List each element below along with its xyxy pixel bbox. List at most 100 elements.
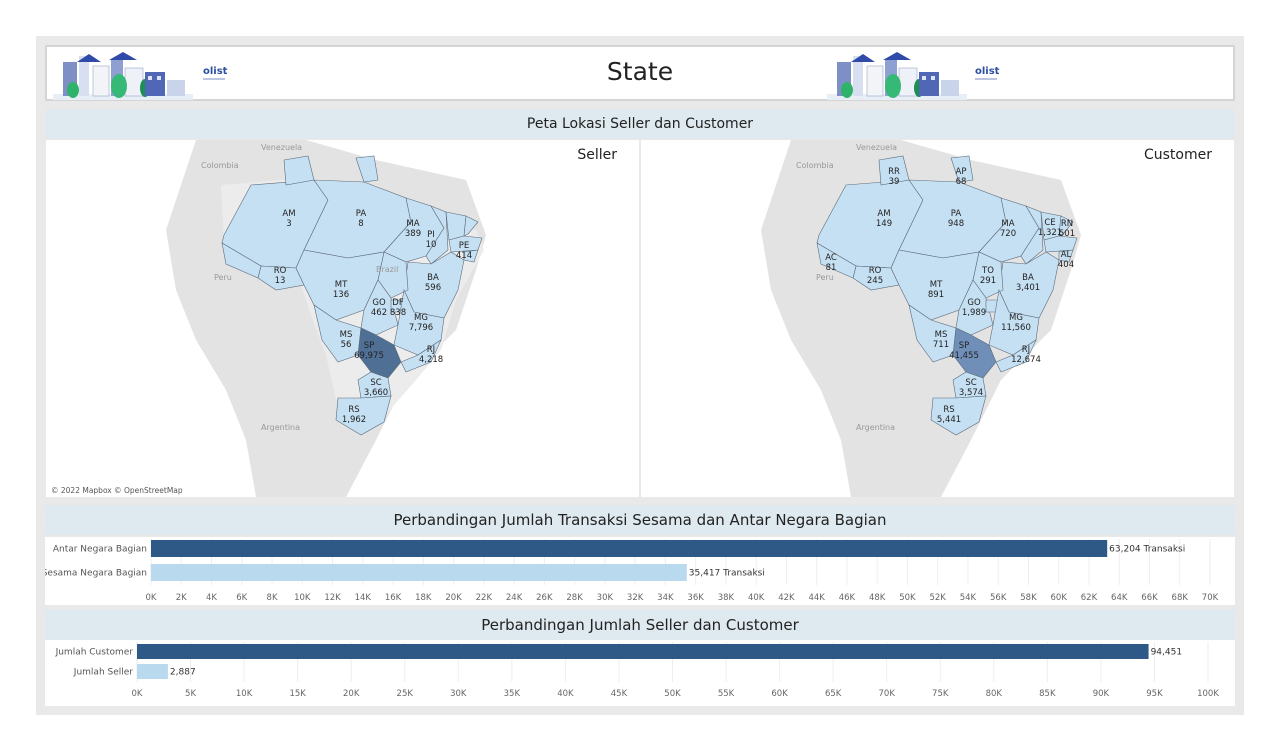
state-code-label: AL [1061,250,1072,260]
bar[interactable] [137,664,168,679]
x-tick-label: 70K [1202,593,1219,603]
x-tick-label: 56K [990,593,1007,603]
state-region-rn[interactable] [1058,215,1074,237]
state-value-label: 69,975 [354,351,384,361]
state-region-mt[interactable] [890,249,980,321]
x-tick-label: 40K [557,689,574,699]
state-region-pe[interactable] [1043,235,1078,253]
state-code-label: RN [1061,219,1073,229]
state-code-label: MG [1009,313,1023,323]
x-tick-label: 85K [1039,689,1056,699]
x-tick-label: 45K [611,689,628,699]
place-name-peru: Peru [214,273,232,282]
state-code-label: MT [335,280,348,290]
state-code-label: TO [981,266,994,276]
state-code-label: RJ [1022,345,1030,355]
transactions-section-title: Perbandingan Jumlah Transaksi Sesama dan… [45,505,1235,535]
x-tick-label: 50K [664,689,681,699]
state-region-mg[interactable] [393,288,445,356]
x-tick-label: 66K [1141,593,1158,603]
category-label: Sesama Negara Bagian [45,569,147,579]
x-tick-label: 70K [879,689,896,699]
state-region-rj[interactable] [995,339,1037,373]
state-value-label: 501 [1059,229,1075,239]
state-code-label: MS [935,330,948,340]
state-region-sc[interactable] [357,371,392,399]
state-value-label: 136 [333,290,349,300]
state-code-label: RS [348,405,359,415]
x-tick-label: 14K [355,593,372,603]
city-illustration-logo [53,52,193,100]
state-code-label: AP [956,167,967,177]
bar-value-label: 2,887 [170,668,196,678]
bar[interactable] [151,540,1108,557]
state-value-label: 838 [390,308,406,318]
state-code-label: PA [951,209,962,219]
state-region-mg[interactable] [988,288,1040,356]
state-region-rn[interactable] [463,215,479,237]
place-name-argentina: Argentina [856,423,895,432]
state-region-ap[interactable] [355,155,379,183]
state-code-label: PI [427,230,435,240]
customer-map[interactable]: RR 39 AP 68 AM 149 PA 948 MA 720 CE 1,321 RN 501 AC 81 A… [641,140,1234,497]
seller-map[interactable]: AM 3 PA 8 MA 389 PI 10 PE 414 RO 13 MT 136 BA 596 GO 462 D… [46,140,639,497]
place-name-colombia: Colombia [796,161,834,170]
state-region-mt[interactable] [295,249,385,321]
state-code-label: AM [282,209,295,219]
state-code-label: GO [372,298,386,308]
x-tick-label: 16K [385,593,402,603]
x-tick-label: 64K [1111,593,1128,603]
x-tick-label: 75K [932,689,949,699]
state-code-label: PE [459,241,470,251]
x-tick-label: 28K [566,593,583,603]
x-tick-label: 58K [1020,593,1037,603]
state-value-label: 149 [876,219,892,229]
place-name-venezuela: Venezuela [261,143,302,152]
state-value-label: 891 [928,290,944,300]
x-tick-label: 8K [267,593,278,603]
state-region-rr[interactable] [283,155,315,186]
map-attribution[interactable]: © 2022 Mapbox © OpenStreetMap [51,486,183,495]
state-region-al[interactable] [463,249,479,263]
x-tick-label: 30K [450,689,467,699]
x-tick-label: 50K [899,593,916,603]
state-region-ac[interactable] [816,242,857,279]
state-value-label: 720 [1000,229,1016,239]
state-region-rs[interactable] [930,395,987,436]
place-name-venezuela: Venezuela [856,143,897,152]
x-tick-label: 22K [476,593,493,603]
state-code-label: DF [392,298,404,308]
bar[interactable] [151,564,687,581]
state-value-label: 7,796 [409,323,433,333]
x-tick-label: 6K [236,593,247,603]
bar[interactable] [137,644,1149,659]
state-region-rr[interactable] [878,155,910,186]
x-tick-label: 34K [657,593,674,603]
state-region-ce[interactable] [445,211,467,241]
state-region-ap[interactable] [950,155,974,183]
seller-map-label: Seller [577,147,617,163]
state-code-label: BA [427,273,439,283]
state-region-ac[interactable] [221,242,262,279]
x-tick-label: 24K [506,593,523,603]
state-region-sc[interactable] [952,371,987,399]
x-tick-label: 2K [176,593,187,603]
state-value-label: 414 [456,251,472,261]
state-value-label: 3 [286,219,291,229]
state-value-label: 68 [956,177,967,187]
state-region-rs[interactable] [335,395,392,436]
state-value-label: 8 [358,219,363,229]
olist-logo-underline [203,78,225,80]
state-value-label: 3,660 [364,388,388,398]
x-tick-label: 12K [324,593,341,603]
state-value-label: 1,962 [342,415,366,425]
state-region-pe[interactable] [448,235,483,253]
state-region-al[interactable] [1058,249,1074,263]
state-value-label: 4,218 [419,355,443,365]
x-tick-label: 60K [771,689,788,699]
state-region-rj[interactable] [400,339,442,373]
bar-value-label: 94,451 [1151,648,1183,658]
x-tick-label: 100K [1197,689,1219,699]
customer-map-label: Customer [1143,147,1212,163]
